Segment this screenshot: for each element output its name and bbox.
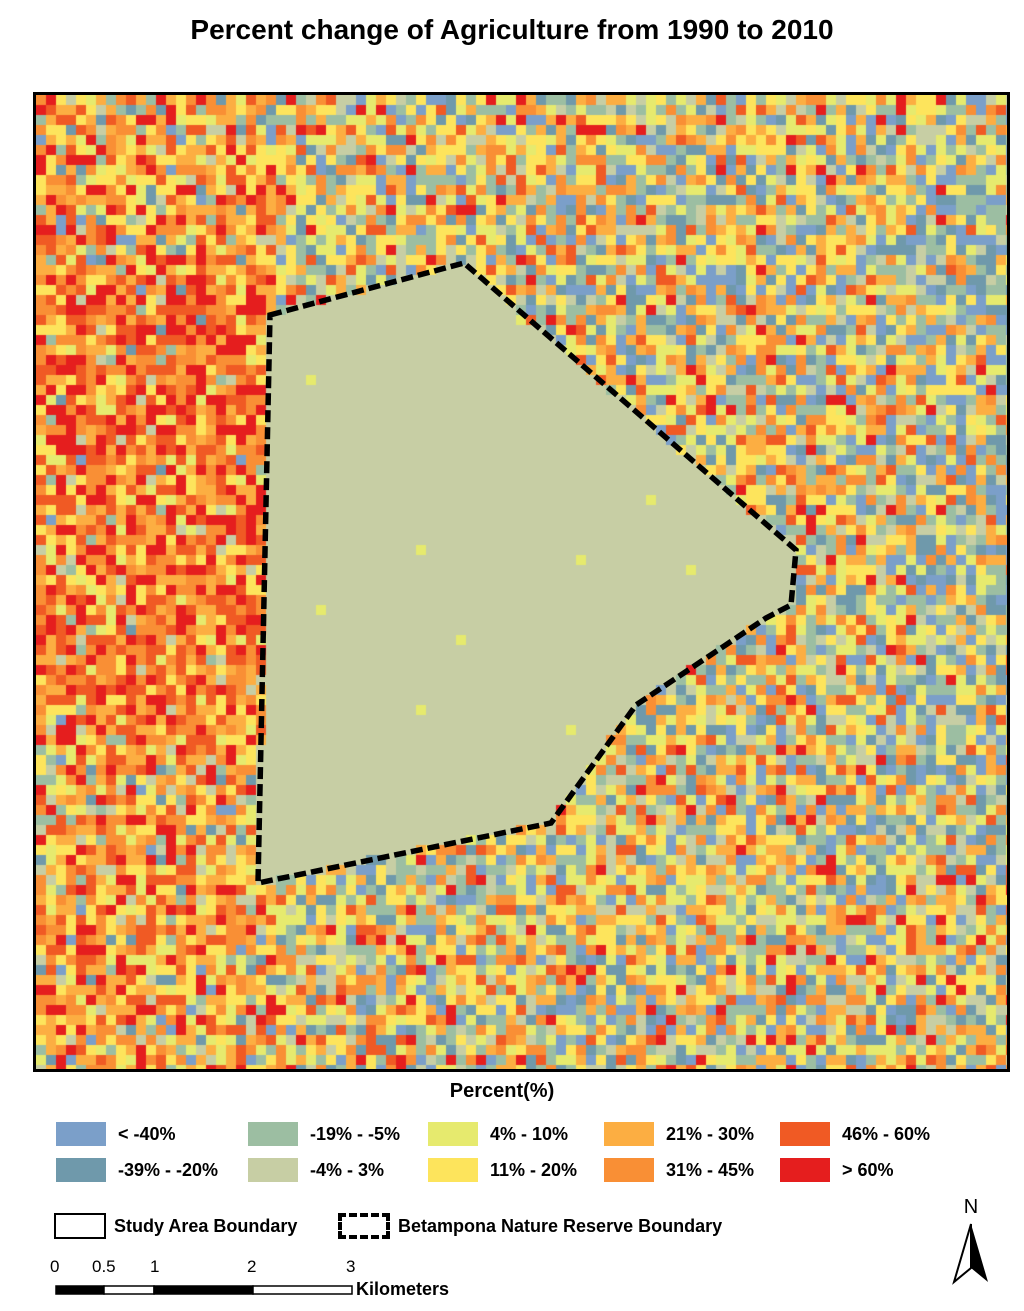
map-title: Percent change of Agriculture from 1990 …	[190, 14, 834, 45]
scale-bar-graphic	[55, 1285, 353, 1295]
study-area-symbol	[54, 1213, 106, 1239]
legend-label: 21% - 30%	[666, 1123, 755, 1144]
north-arrow: N	[944, 1196, 998, 1288]
legend-swatch	[604, 1122, 654, 1146]
legend-item-minus-19-to-minus-5: -19% - -5%	[248, 1120, 400, 1148]
reserve-boundary-overlay	[255, 259, 799, 887]
legend-item-lt-minus-40: < -40%	[56, 1120, 176, 1148]
legend-label: -39% - -20%	[118, 1159, 219, 1180]
scale-unit: Kilometers	[356, 1279, 450, 1299]
scale-tick-0: 0	[50, 1257, 60, 1276]
agriculture-change-raster	[36, 95, 1007, 1069]
legend-label: 11% - 20%	[490, 1159, 578, 1180]
legend-label: 4% - 10%	[490, 1123, 569, 1144]
legend-swatch	[248, 1122, 298, 1146]
legend-item-46-to-60: 46% - 60%	[780, 1120, 930, 1148]
map-frame	[33, 92, 1010, 1072]
legend-label: 46% - 60%	[842, 1123, 931, 1144]
north-arrow-icon	[952, 1223, 988, 1285]
legend-item-minus-39-to-minus-20: -39% - -20%	[56, 1156, 218, 1184]
legend-swatch	[248, 1158, 298, 1182]
legend-item-gt-60: > 60%	[780, 1156, 894, 1184]
scale-tick-0-5: 0.5	[92, 1257, 116, 1276]
scale-tick-3: 3	[346, 1257, 356, 1276]
legend-item-31-to-45: 31% - 45%	[604, 1156, 754, 1184]
legend-swatch	[56, 1122, 106, 1146]
scale-tick-1: 1	[150, 1257, 160, 1276]
legend-swatch	[604, 1158, 654, 1182]
scale-bar: 0 0.5 1 2 3 Kilometers	[46, 1254, 486, 1304]
betampona-reserve-boundary	[255, 259, 799, 887]
north-letter: N	[963, 1196, 979, 1218]
legend-label: -4% - 3%	[310, 1159, 385, 1180]
legend-item-minus-4-to-3: -4% - 3%	[248, 1156, 384, 1184]
legend-swatch	[56, 1158, 106, 1182]
legend-study-area: Study Area Boundary	[54, 1210, 297, 1242]
legend-swatch	[780, 1158, 830, 1182]
legend-swatch	[428, 1158, 478, 1182]
legend: < -40% -39% - -20% -19% - -5% -4% - 3% 4…	[56, 1120, 976, 1190]
legend-reserve: Betampona Nature Reserve Boundary	[338, 1210, 722, 1242]
reserve-label: Betampona Nature Reserve Boundary	[398, 1215, 723, 1236]
legend-label: 31% - 45%	[666, 1159, 755, 1180]
legend-label: > 60%	[842, 1159, 894, 1180]
legend-swatch	[780, 1122, 830, 1146]
legend-title: Percent(%)	[449, 1080, 555, 1102]
legend-swatch	[428, 1122, 478, 1146]
legend-label: -19% - -5%	[310, 1123, 401, 1144]
reserve-symbol	[338, 1213, 390, 1239]
legend-item-4-to-10: 4% - 10%	[428, 1120, 568, 1148]
legend-label: < -40%	[118, 1123, 176, 1144]
legend-item-21-to-30: 21% - 30%	[604, 1120, 754, 1148]
study-area-label: Study Area Boundary	[114, 1215, 298, 1236]
legend-item-11-to-20: 11% - 20%	[428, 1156, 577, 1184]
scale-tick-2: 2	[247, 1257, 257, 1276]
